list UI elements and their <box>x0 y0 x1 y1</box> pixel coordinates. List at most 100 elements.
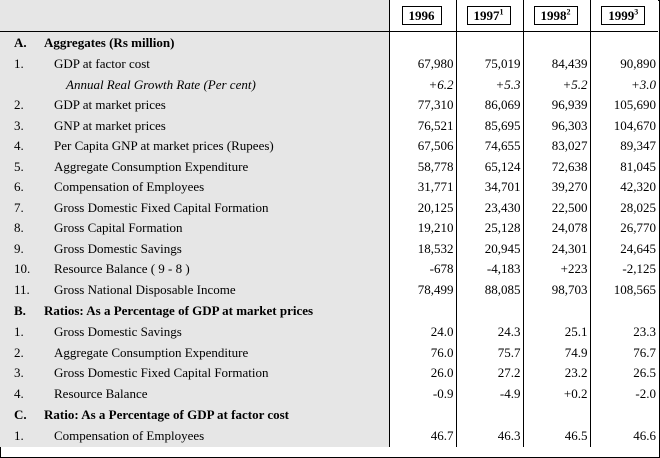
row-sublabel: Annual Real Growth Rate (Per cent) <box>66 76 256 92</box>
value-cell: 34,701 <box>456 177 524 198</box>
year-header: 19993 <box>590 0 658 32</box>
value-cell: 58,778 <box>389 156 457 177</box>
value-cell: 46.3 <box>456 426 524 447</box>
row-number: 1. <box>14 56 24 72</box>
value-cell: 74,655 <box>456 136 524 157</box>
row-label-cell: 7. Gross Domestic Fixed Capital Formation <box>0 197 390 218</box>
year-header: 19971 <box>456 0 524 32</box>
value-cell: 42,320 <box>590 177 658 198</box>
value-cell: 67,980 <box>389 54 457 75</box>
row-label-cell: 1. Gross Domestic Savings <box>0 322 390 343</box>
value-cell: +5.3 <box>456 74 524 95</box>
table-row: 7. Gross Domestic Fixed Capital Formation… <box>0 197 658 218</box>
value-cell: 78,499 <box>389 279 457 300</box>
value-cell: 98,703 <box>523 279 591 300</box>
row-label: Gross Domestic Fixed Capital Formation <box>54 365 269 381</box>
value-cell: -2,125 <box>590 259 658 280</box>
value-cell: 76.0 <box>389 342 457 363</box>
row-label: GDP at factor cost <box>54 56 150 72</box>
economic-indicators-table: 1996 19971 19982 19993 A. Aggregates (Rs … <box>0 0 658 447</box>
table-row: 3. Gross Domestic Fixed Capital Formation… <box>0 363 658 384</box>
value-cell: 27.2 <box>456 363 524 384</box>
header-row: 1996 19971 19982 19993 <box>0 0 658 32</box>
value-cell: 23.3 <box>590 322 658 343</box>
row-label: Gross National Disposable Income <box>54 281 236 297</box>
value-cell: 74.9 <box>523 342 591 363</box>
value-cell: 88,085 <box>456 279 524 300</box>
value-cell: 25.1 <box>523 322 591 343</box>
table-row: 10. Resource Balance ( 9 - 8 ) -678 -4,183 +… <box>0 259 658 280</box>
value-cell: 46.5 <box>523 426 591 447</box>
row-label-cell: 4. Resource Balance <box>0 383 390 404</box>
value-cell: +223 <box>523 259 591 280</box>
row-label-cell: 10. Resource Balance ( 9 - 8 ) <box>0 259 390 280</box>
value-cell: -0.9 <box>389 383 457 404</box>
value-cell: +5.2 <box>523 74 591 95</box>
value-cell: -4.9 <box>456 383 524 404</box>
row-label-cell: 3. Gross Domestic Fixed Capital Formation <box>0 363 390 384</box>
row-label: Per Capita GNP at market prices (Rupees) <box>54 138 274 154</box>
value-cell: 20,945 <box>456 238 524 259</box>
row-label: Aggregate Consumption Expenditure <box>54 158 249 174</box>
row-number: 8. <box>14 220 24 236</box>
value-cell: 18,532 <box>389 238 457 259</box>
section-id: C. <box>14 407 27 422</box>
value-cell: 19,210 <box>389 218 457 239</box>
value-cell: 24,301 <box>523 238 591 259</box>
value-cell: 31,771 <box>389 177 457 198</box>
value-cell: 83,027 <box>523 136 591 157</box>
empty-cell <box>456 404 524 426</box>
table-row: 11. Gross National Disposable Income 78,49… <box>0 279 658 300</box>
row-label-cell: 1. Compensation of Employees <box>0 426 390 447</box>
row-label: GNP at market prices <box>54 117 166 133</box>
empty-cell <box>456 31 524 54</box>
value-cell: 104,670 <box>590 115 658 136</box>
value-cell: 22,500 <box>523 197 591 218</box>
row-number: 4. <box>14 385 24 401</box>
row-label: Resource Balance <box>54 385 148 401</box>
row-label-cell: 1. GDP at factor cost <box>0 54 390 75</box>
value-cell: 65,124 <box>456 156 524 177</box>
value-cell: 28,025 <box>590 197 658 218</box>
value-cell: 72,638 <box>523 156 591 177</box>
empty-cell <box>590 31 658 54</box>
value-cell: 81,045 <box>590 156 658 177</box>
empty-cell <box>590 300 658 322</box>
value-cell: 96,303 <box>523 115 591 136</box>
empty-cell <box>389 31 457 54</box>
value-cell: 76,521 <box>389 115 457 136</box>
row-label: Compensation of Employees <box>54 428 205 444</box>
empty-cell <box>523 404 591 426</box>
value-cell: 25,128 <box>456 218 524 239</box>
value-cell: +3.0 <box>590 74 658 95</box>
table-row: 3. GNP at market prices 76,521 85,695 96,303… <box>0 115 658 136</box>
value-cell: 23,430 <box>456 197 524 218</box>
row-label-cell: 6. Compensation of Employees <box>0 177 390 198</box>
row-label-cell: 2. GDP at market prices <box>0 95 390 116</box>
value-cell: 85,695 <box>456 115 524 136</box>
row-number: 10. <box>14 261 31 277</box>
value-cell: -4,183 <box>456 259 524 280</box>
row-number: 1. <box>14 428 24 444</box>
value-cell: 46.7 <box>389 426 457 447</box>
value-cell: 26.5 <box>590 363 658 384</box>
row-number: 2. <box>14 344 24 360</box>
value-cell: 24.3 <box>456 322 524 343</box>
row-label-cell: 8. Gross Capital Formation <box>0 218 390 239</box>
value-cell: 26,770 <box>590 218 658 239</box>
row-number: 5. <box>14 158 24 174</box>
value-cell: 39,270 <box>523 177 591 198</box>
empty-cell <box>523 300 591 322</box>
empty-cell <box>389 404 457 426</box>
value-cell: 108,565 <box>590 279 658 300</box>
row-number: 7. <box>14 199 24 215</box>
value-cell: 24.0 <box>389 322 457 343</box>
value-cell: 84,439 <box>523 54 591 75</box>
row-label-cell: Annual Real Growth Rate (Per cent) <box>0 74 390 95</box>
row-number: 6. <box>14 179 24 195</box>
value-cell: 75.7 <box>456 342 524 363</box>
row-label-cell: 9. Gross Domestic Savings <box>0 238 390 259</box>
value-cell: 46.6 <box>590 426 658 447</box>
row-label: Gross Capital Formation <box>54 220 183 236</box>
empty-cell <box>389 300 457 322</box>
